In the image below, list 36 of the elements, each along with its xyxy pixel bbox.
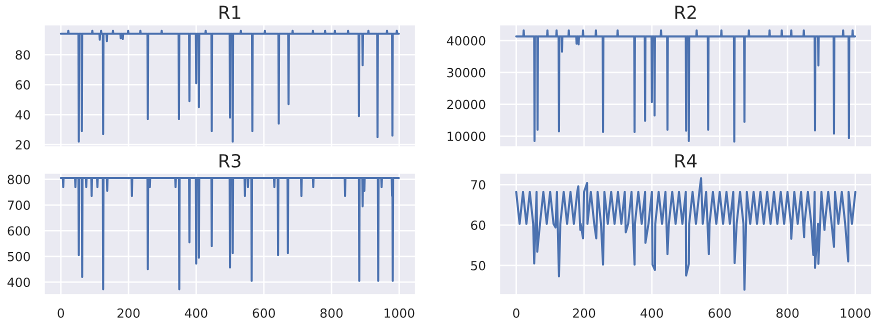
x-tick-label: 800 — [776, 308, 799, 318]
x-tick-label: 600 — [708, 308, 731, 318]
chart-title: R4 — [675, 154, 697, 168]
chart-title: R3 — [220, 154, 240, 168]
x-tick-label: 200 — [573, 308, 596, 318]
y-tick-label: 700 — [8, 200, 30, 210]
x-tick-label: 1000 — [840, 308, 870, 318]
x-tick-label: 200 — [118, 308, 140, 318]
y-tick-label: 70 — [471, 180, 486, 190]
y-tick-label: 60 — [16, 80, 30, 90]
line-series — [515, 177, 856, 291]
chart-title: R2 — [675, 6, 696, 19]
x-tick-label: 800 — [320, 308, 343, 318]
y-tick-label: 80 — [16, 50, 30, 60]
y-tick-label: 30000 — [447, 68, 486, 78]
y-tick-label: 400 — [8, 278, 30, 288]
y-tick-label: 50 — [471, 260, 486, 270]
y-tick-label: 20 — [16, 140, 30, 150]
y-tick-label: 40 — [15, 110, 30, 120]
y-tick-label: 20000 — [447, 100, 486, 110]
line-series — [515, 29, 856, 143]
x-tick-label: 0 — [58, 308, 64, 318]
x-tick-label: 1000 — [384, 308, 414, 318]
x-tick-label: 400 — [640, 308, 663, 318]
y-tick-label: 800 — [8, 174, 30, 184]
x-tick-label: 0 — [513, 308, 520, 318]
line-series — [60, 30, 400, 143]
y-tick-label: 500 — [8, 252, 30, 262]
chart-title: R1 — [220, 6, 240, 19]
x-tick-label: 600 — [252, 308, 275, 318]
y-tick-label: 10000 — [448, 132, 486, 142]
x-tick-label: 400 — [184, 308, 208, 318]
y-tick-label: 600 — [8, 226, 30, 236]
line-series — [60, 177, 400, 290]
y-tick-label: 60 — [471, 220, 486, 230]
y-tick-label: 40000 — [446, 36, 486, 46]
